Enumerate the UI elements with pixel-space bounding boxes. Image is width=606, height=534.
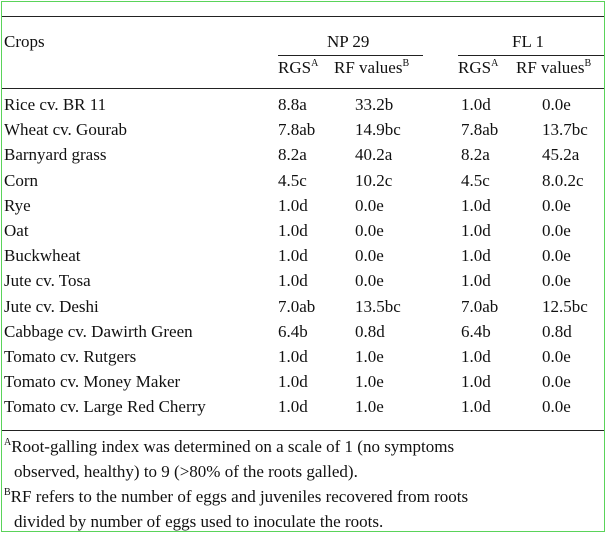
fl1-rf-cell: 12.5bc — [542, 296, 588, 316]
np29-rgs-cell: 8.2a — [278, 145, 307, 165]
fl1-rgs-cell: 6.4b — [461, 321, 491, 341]
np29-rf-cell: 1.0e — [355, 347, 384, 366]
fl1-header: FL 1 — [512, 32, 544, 51]
crop-cell: Jute cv. Tosa — [4, 271, 91, 291]
fl1-rf-cell: 13.7bc — [542, 120, 588, 140]
np29-rgs-cell: 7.0ab — [278, 296, 316, 316]
fl1-rgs-cell: 1.0d — [461, 271, 491, 291]
top-rule — [2, 16, 604, 17]
np29-rgs-header: RGSA — [278, 58, 319, 77]
np29-rf-cell: 0.0e — [355, 246, 384, 266]
fl1-rf-cell: 0.0e — [542, 397, 571, 417]
fl1-rgs-cell: 1.0d — [461, 397, 491, 417]
np29-rgs-cell: 7.8ab — [278, 120, 316, 140]
np29-rf-cell: 0.0e — [355, 195, 384, 215]
fl1-rf-cell: 0.0e — [542, 195, 571, 215]
fl1-rgs-cell: 1.0d — [461, 95, 491, 114]
crops-header: Crops — [4, 32, 45, 51]
crop-cell: Jute cv. Deshi — [4, 296, 99, 316]
fl1-rf-cell: 0.0e — [542, 246, 571, 266]
fl1-rf-cell: 0.0e — [542, 271, 571, 291]
np29-rgs-cell: 6.4b — [278, 321, 308, 341]
fl1-rf-header: RF valuesB — [516, 58, 592, 77]
np29-rf-cell: 13.5bc — [355, 296, 401, 316]
np29-rgs-cell: 8.8a — [278, 95, 307, 114]
footnote-b: BRF refers to the number of eggs and juv… — [4, 487, 469, 531]
np29-rf-cell: 40.2a — [355, 145, 393, 165]
crop-cell: Oat — [4, 221, 29, 240]
np29-rgs-cell: 1.0d — [278, 271, 308, 291]
np29-rf-cell: 1.0e — [355, 397, 384, 417]
crop-cell: Tomato cv. Rutgers — [4, 347, 137, 366]
np29-rf-cell: 10.2c — [355, 170, 393, 190]
table-bottom-rule — [2, 430, 604, 431]
np29-rgs-cell: 1.0d — [278, 347, 308, 366]
footnote-a: ARoot-galling index was determined on a … — [4, 437, 455, 481]
np29-rgs-cell: 1.0d — [278, 246, 308, 266]
fl1-rf-cell: 0.0e — [542, 372, 571, 392]
fl1-rf-cell: 0.8d — [542, 321, 572, 341]
crop-cell: Tomato cv. Large Red Cherry — [4, 397, 206, 417]
fl1-rf-cell: 8.0.2c — [542, 170, 584, 190]
fl1-rf-cell: 0.0e — [542, 95, 571, 114]
np29-rgs-cell: 1.0d — [278, 372, 308, 392]
fl1-subrule — [458, 55, 604, 56]
fl1-rf-cell: 0.0e — [542, 347, 571, 366]
header-bottom-rule — [2, 88, 604, 89]
fl1-rgs-cell: 1.0d — [461, 221, 491, 240]
np29-rgs-cell: 1.0d — [278, 397, 308, 417]
fl1-rgs-cell: 1.0d — [461, 246, 491, 266]
np29-rgs-cell: 1.0d — [278, 221, 308, 240]
fl1-rgs-cell: 8.2a — [461, 145, 490, 165]
fl1-rgs-cell: 4.5c — [461, 170, 490, 190]
crop-cell: Tomato cv. Money Maker — [4, 372, 181, 392]
np29-rf-cell: 0.0e — [355, 271, 384, 291]
fl1-rgs-cell: 7.8ab — [461, 120, 499, 140]
np29-header: NP 29 — [327, 32, 370, 51]
crop-cell: Wheat cv. Gourab — [4, 120, 128, 140]
crop-cell: Cabbage cv. Dawirth Green — [4, 321, 193, 341]
crop-cell: Corn — [4, 170, 38, 190]
fl1-rf-cell: 45.2a — [542, 145, 580, 165]
np29-rgs-cell: 4.5c — [278, 170, 307, 190]
np29-rf-header: RF valuesB — [334, 58, 410, 77]
crop-cell: Rice cv. BR 11 — [4, 95, 107, 114]
np29-rf-cell: 0.0e — [355, 221, 384, 240]
fl1-rgs-cell: 1.0d — [461, 372, 491, 392]
np29-rgs-cell: 1.0d — [278, 195, 308, 215]
crop-cell: Buckwheat — [4, 246, 81, 266]
fl1-rgs-cell: 1.0d — [461, 195, 491, 215]
np29-rf-cell: 14.9bc — [355, 120, 401, 140]
fl1-rgs-cell: 1.0d — [461, 347, 491, 366]
fl1-rf-cell: 0.0e — [542, 221, 571, 240]
crop-cell: Rye — [4, 195, 31, 215]
np29-rf-cell: 33.2b — [355, 95, 394, 114]
np29-rf-cell: 1.0e — [355, 372, 384, 392]
fl1-rgs-cell: 7.0ab — [461, 296, 499, 316]
np29-rf-cell: 0.8d — [355, 321, 385, 341]
np29-subrule — [278, 55, 423, 56]
fl1-rgs-header: RGSA — [458, 58, 499, 77]
crop-cell: Barnyard grass — [4, 145, 107, 165]
